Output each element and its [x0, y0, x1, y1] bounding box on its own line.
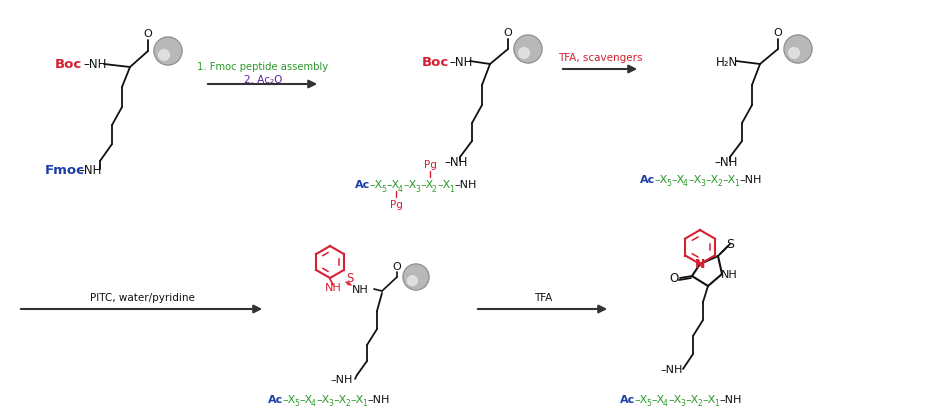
Text: –X: –X — [722, 175, 736, 185]
Text: –X: –X — [403, 180, 416, 190]
Text: –NH: –NH — [739, 175, 761, 185]
Text: O: O — [670, 272, 679, 285]
Text: Fmoc: Fmoc — [45, 163, 85, 176]
Text: 1: 1 — [714, 399, 719, 408]
Text: –X: –X — [350, 394, 363, 404]
Text: N: N — [695, 258, 705, 271]
Text: 4: 4 — [311, 399, 316, 408]
Text: Pg: Pg — [389, 199, 403, 209]
Text: Ac: Ac — [268, 394, 283, 404]
Text: –NH: –NH — [78, 163, 102, 176]
Text: 1: 1 — [362, 399, 367, 408]
Text: TFA, scavengers: TFA, scavengers — [557, 53, 642, 63]
Circle shape — [784, 36, 812, 64]
Text: 2: 2 — [717, 179, 721, 188]
Text: O: O — [504, 28, 512, 38]
Text: –X: –X — [299, 394, 312, 404]
Text: –X: –X — [671, 175, 685, 185]
Text: –X: –X — [316, 394, 329, 404]
Text: –NH: –NH — [714, 155, 737, 168]
Text: –NH: –NH — [83, 58, 107, 71]
Text: Pg: Pg — [423, 159, 437, 170]
Text: 4: 4 — [663, 399, 668, 408]
Circle shape — [519, 48, 529, 59]
Text: Boc: Boc — [55, 58, 82, 71]
Text: H₂N: H₂N — [716, 55, 738, 68]
Text: –X: –X — [282, 394, 295, 404]
Text: 1: 1 — [449, 184, 454, 193]
Text: S: S — [726, 238, 734, 251]
Text: –X: –X — [386, 180, 399, 190]
Text: –X: –X — [668, 394, 681, 404]
Text: PITC, water/pyridine: PITC, water/pyridine — [90, 292, 194, 302]
Text: NH: NH — [324, 282, 341, 292]
Circle shape — [158, 50, 170, 61]
Text: 3: 3 — [328, 399, 333, 408]
Text: –NH: –NH — [331, 374, 353, 384]
Text: –X: –X — [702, 394, 715, 404]
Text: O: O — [143, 29, 153, 39]
Text: 5: 5 — [381, 184, 386, 193]
Text: Ac: Ac — [355, 180, 371, 190]
Text: O: O — [392, 261, 402, 271]
Text: 2: 2 — [345, 399, 350, 408]
Circle shape — [407, 276, 418, 286]
Text: –NH: –NH — [367, 394, 389, 404]
Text: Ac: Ac — [640, 175, 655, 185]
Text: 3: 3 — [680, 399, 685, 408]
Text: 5: 5 — [666, 179, 670, 188]
Text: 4: 4 — [683, 179, 687, 188]
Text: 2: 2 — [432, 184, 437, 193]
Text: –NH: –NH — [444, 155, 468, 168]
Text: 2: 2 — [697, 399, 702, 408]
Text: Boc: Boc — [422, 55, 449, 68]
Text: –NH: –NH — [454, 180, 476, 190]
Text: –X: –X — [685, 394, 698, 404]
Circle shape — [788, 48, 800, 59]
Text: –X: –X — [654, 175, 668, 185]
Text: TFA: TFA — [534, 292, 552, 302]
Text: 5: 5 — [646, 399, 651, 408]
Text: –X: –X — [705, 175, 719, 185]
Text: –X: –X — [688, 175, 702, 185]
Circle shape — [514, 36, 542, 64]
Text: –NH: –NH — [661, 364, 683, 374]
Text: –NH: –NH — [719, 394, 741, 404]
Text: 3: 3 — [415, 184, 420, 193]
Circle shape — [154, 38, 182, 66]
Text: –X: –X — [651, 394, 664, 404]
Text: NH: NH — [720, 269, 737, 279]
Text: –X: –X — [437, 180, 450, 190]
Text: Ac: Ac — [620, 394, 636, 404]
Circle shape — [403, 264, 429, 290]
Text: O: O — [773, 28, 783, 38]
Text: –X: –X — [420, 180, 433, 190]
Text: –NH: –NH — [449, 55, 472, 68]
Text: –X: –X — [369, 180, 382, 190]
Text: –X: –X — [634, 394, 647, 404]
Text: 1: 1 — [734, 179, 738, 188]
Text: 2. Ac₂O: 2. Ac₂O — [244, 75, 282, 85]
Text: 1. Fmoc peptide assembly: 1. Fmoc peptide assembly — [197, 62, 328, 72]
Text: 5: 5 — [294, 399, 299, 408]
Text: S: S — [346, 271, 354, 284]
Text: 3: 3 — [700, 179, 704, 188]
Text: NH: NH — [352, 284, 369, 294]
Text: 4: 4 — [398, 184, 403, 193]
Text: –X: –X — [333, 394, 346, 404]
